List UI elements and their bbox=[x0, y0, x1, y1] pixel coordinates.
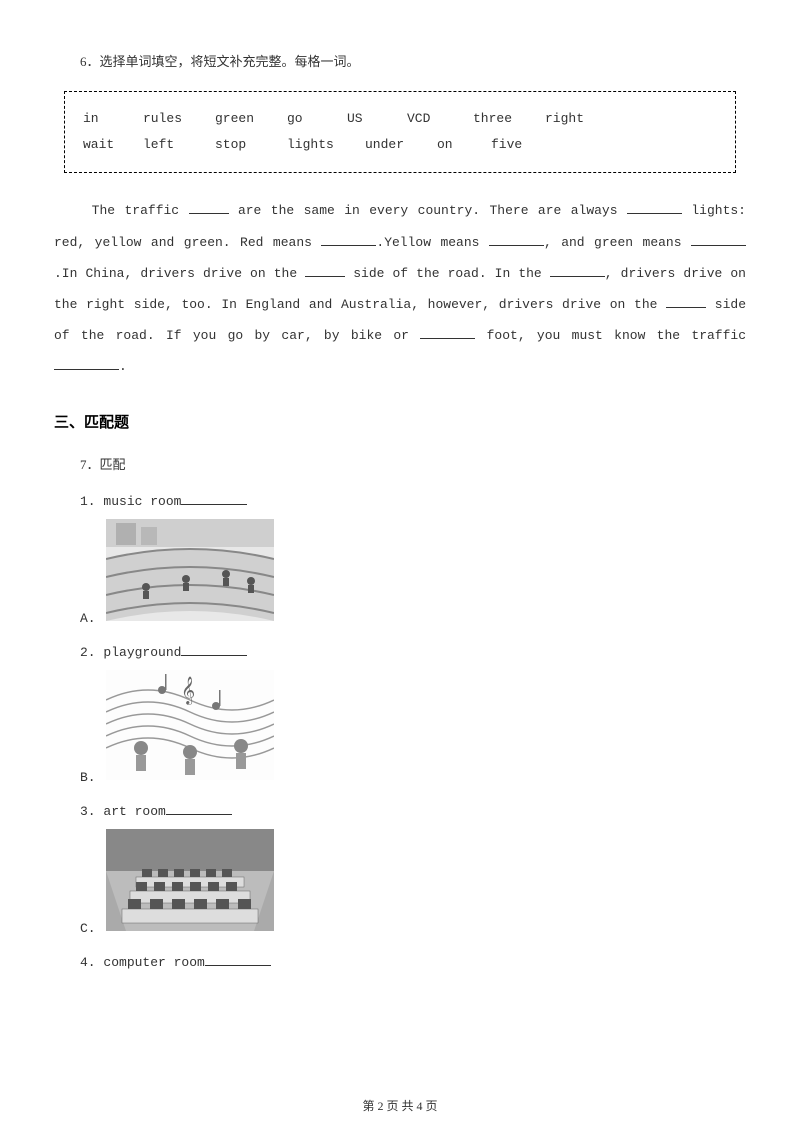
word-bank-word: left bbox=[143, 132, 215, 158]
item-number: 3. bbox=[80, 804, 96, 819]
blank-4[interactable] bbox=[489, 234, 544, 246]
playground-image bbox=[106, 519, 274, 626]
match-item: 2. playground bbox=[80, 644, 746, 660]
match-item: 4. computer room bbox=[80, 954, 746, 970]
option-label: B. bbox=[80, 770, 96, 785]
word-row-1: inrulesgreengoUSVCDthreeright bbox=[83, 106, 717, 132]
item-number: 1. bbox=[80, 494, 96, 509]
passage-text: .In China, drivers drive on the bbox=[54, 266, 305, 281]
match-blank[interactable] bbox=[181, 644, 247, 656]
word-row-2: waitleftstoplightsunderonfive bbox=[83, 132, 717, 158]
blank-5[interactable] bbox=[691, 234, 746, 246]
word-bank-word: right bbox=[545, 106, 605, 132]
computer-room-image bbox=[106, 829, 274, 936]
q7-instruction: 匹配 bbox=[100, 457, 126, 472]
word-bank-word: wait bbox=[83, 132, 143, 158]
word-bank-word: lights bbox=[287, 132, 365, 158]
section-3-title: 三、匹配题 bbox=[54, 411, 746, 432]
blank-8[interactable] bbox=[666, 296, 706, 308]
item-number: 4. bbox=[80, 955, 96, 970]
match-blank[interactable] bbox=[205, 954, 271, 966]
blank-6[interactable] bbox=[305, 265, 345, 277]
blank-2[interactable] bbox=[627, 202, 682, 214]
passage-text: foot, you must know the traffic bbox=[475, 328, 746, 343]
svg-text:𝄞: 𝄞 bbox=[181, 677, 195, 705]
option-label: C. bbox=[80, 921, 96, 936]
blank-3[interactable] bbox=[321, 234, 376, 246]
music-image: 𝄞 bbox=[106, 670, 274, 785]
passage-text: .Yellow means bbox=[376, 235, 489, 250]
option-row: A. bbox=[80, 519, 746, 626]
word-bank-box: inrulesgreengoUSVCDthreeright waitleftst… bbox=[64, 91, 736, 173]
word-bank-word: on bbox=[437, 132, 491, 158]
word-bank-word: go bbox=[287, 106, 347, 132]
word-bank-word: in bbox=[83, 106, 143, 132]
item-text: computer room bbox=[103, 955, 204, 970]
passage-text: side of the road. In the bbox=[345, 266, 550, 281]
passage-text: The traffic bbox=[92, 203, 189, 218]
word-bank-word: under bbox=[365, 132, 437, 158]
word-bank-word: five bbox=[491, 132, 551, 158]
option-label: A. bbox=[80, 611, 96, 626]
match-item: 3. art room bbox=[80, 803, 746, 819]
item-number: 2. bbox=[80, 645, 96, 660]
blank-9[interactable] bbox=[420, 327, 475, 339]
word-bank-word: green bbox=[215, 106, 287, 132]
passage-text: . bbox=[119, 359, 127, 374]
q7-number: 7． bbox=[80, 457, 100, 472]
match-blank[interactable] bbox=[166, 803, 232, 815]
passage-text: are the same in every country. There are… bbox=[229, 203, 627, 218]
option-row: C. bbox=[80, 829, 746, 936]
word-bank-word: stop bbox=[215, 132, 287, 158]
item-text: music room bbox=[103, 494, 181, 509]
match-item: 1. music room bbox=[80, 493, 746, 509]
word-bank-word: rules bbox=[143, 106, 215, 132]
q6-header: 6．选择单词填空，将短文补充完整。每格一词。 bbox=[80, 50, 746, 73]
q6-instruction: 选择单词填空，将短文补充完整。每格一词。 bbox=[100, 54, 360, 69]
blank-7[interactable] bbox=[550, 265, 605, 277]
item-text: art room bbox=[103, 804, 165, 819]
page-footer: 第 2 页 共 4 页 bbox=[0, 1097, 800, 1114]
passage: The traffic are the same in every countr… bbox=[54, 195, 746, 382]
q7-header: 7．匹配 bbox=[80, 454, 746, 473]
blank-1[interactable] bbox=[189, 202, 229, 214]
q6-number: 6． bbox=[80, 54, 100, 69]
item-text: playground bbox=[103, 645, 181, 660]
blank-10[interactable] bbox=[54, 358, 119, 370]
match-blank[interactable] bbox=[181, 493, 247, 505]
word-bank-word: US bbox=[347, 106, 407, 132]
passage-text: , and green means bbox=[544, 235, 691, 250]
word-bank-word: VCD bbox=[407, 106, 473, 132]
word-bank-word: three bbox=[473, 106, 545, 132]
page-container: 6．选择单词填空，将短文补充完整。每格一词。 inrulesgreengoUSV… bbox=[0, 0, 800, 1132]
option-row: B. 𝄞 bbox=[80, 670, 746, 785]
